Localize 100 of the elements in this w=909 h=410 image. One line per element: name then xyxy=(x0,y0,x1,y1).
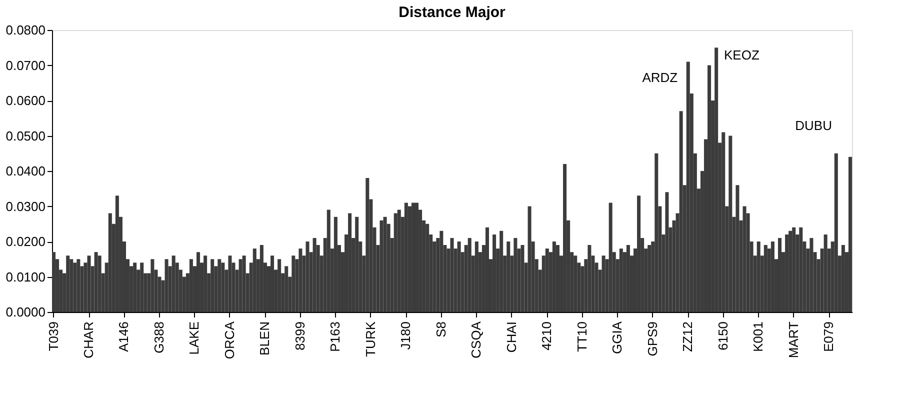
bar xyxy=(654,153,658,312)
annotation: KEOZ xyxy=(724,47,760,62)
x-tick-label: ORCA xyxy=(222,321,237,360)
x-tick-label: S8 xyxy=(433,322,448,338)
bar xyxy=(196,252,200,312)
x-tick-label: CSQA xyxy=(468,321,484,358)
bar xyxy=(394,213,398,312)
x-tick-label: ZZ12 xyxy=(680,322,696,352)
x-tick-label: A146 xyxy=(116,322,132,352)
bar xyxy=(450,238,454,312)
bar xyxy=(108,213,112,312)
bar xyxy=(189,259,193,312)
bar xyxy=(742,206,746,312)
bar xyxy=(298,248,302,312)
y-tick-label: 0.0500 xyxy=(6,128,46,144)
bar xyxy=(210,259,214,312)
bar xyxy=(52,252,56,312)
bar xyxy=(355,216,359,312)
bar xyxy=(278,259,282,312)
chart-title: Distance Major xyxy=(398,4,506,21)
bar xyxy=(728,136,732,312)
bar xyxy=(686,62,690,312)
bar xyxy=(520,245,524,312)
bar xyxy=(792,227,796,312)
bar xyxy=(98,256,102,312)
bar xyxy=(485,227,490,312)
bar xyxy=(397,210,401,312)
bar xyxy=(778,238,782,312)
bar xyxy=(70,259,74,312)
x-tick-label: G388 xyxy=(151,322,166,354)
bar xyxy=(383,216,387,312)
bar xyxy=(204,256,208,312)
bar xyxy=(492,234,496,312)
bar xyxy=(764,245,768,312)
bar xyxy=(284,266,288,312)
y-tick-label: 0.0700 xyxy=(6,58,46,73)
bar xyxy=(326,210,330,312)
x-tick-label: T039 xyxy=(46,322,61,352)
x-tick-label: CHAI xyxy=(504,322,519,353)
bar xyxy=(66,256,70,312)
y-tick-label: 0.0400 xyxy=(6,164,46,178)
bar xyxy=(150,259,154,312)
bar xyxy=(824,234,828,312)
bar xyxy=(468,238,472,312)
bar xyxy=(648,245,652,312)
bar xyxy=(714,48,718,312)
bar xyxy=(218,259,222,312)
annotation: ARDZ xyxy=(642,70,678,85)
x-tick-label: GPS9 xyxy=(644,322,660,356)
bar xyxy=(242,256,246,312)
bar xyxy=(665,192,669,312)
bar xyxy=(366,178,370,312)
x-tick-label: TT10 xyxy=(574,322,590,352)
bar xyxy=(440,230,444,312)
bar xyxy=(756,242,760,312)
bar xyxy=(228,256,232,312)
annotation: DUBU xyxy=(795,118,832,133)
bar xyxy=(799,227,803,312)
x-tick-label: J180 xyxy=(398,322,414,350)
x-tick-label: CHAR xyxy=(81,322,96,358)
bar xyxy=(172,256,176,312)
bar xyxy=(238,259,242,312)
bar xyxy=(252,248,256,312)
x-tick-label: E079 xyxy=(821,322,836,352)
bar xyxy=(810,238,814,312)
bar xyxy=(94,252,98,312)
y-tick-label: 0.0100 xyxy=(6,269,46,284)
bar xyxy=(164,259,168,312)
x-tick-label: 8399 xyxy=(292,322,308,350)
bar xyxy=(722,132,726,312)
x-tick-label: MART xyxy=(786,321,801,358)
bar xyxy=(260,245,264,312)
x-tick-label: P163 xyxy=(328,322,343,352)
bar xyxy=(306,242,310,312)
bar xyxy=(514,238,518,312)
y-tick-label: 0.0300 xyxy=(6,198,46,214)
bar xyxy=(608,202,612,312)
bar xyxy=(528,206,532,312)
y-tick-label: 0.0000 xyxy=(6,304,46,320)
bar xyxy=(87,256,91,312)
bar xyxy=(563,164,567,312)
y-tick-label: 0.0800 xyxy=(6,22,46,38)
bar xyxy=(140,262,144,312)
x-tick-label: 6150 xyxy=(715,322,730,350)
bar xyxy=(73,262,77,312)
x-tick-label: LAKE xyxy=(186,321,202,355)
x-tick-label: GGIA xyxy=(610,321,625,354)
bar xyxy=(708,65,712,312)
bar xyxy=(221,262,225,312)
bar xyxy=(292,256,296,312)
bar xyxy=(76,259,80,312)
x-tick-label: TURK xyxy=(362,321,378,357)
bar xyxy=(334,216,338,312)
bar xyxy=(380,220,384,312)
y-tick-label: 0.0200 xyxy=(6,234,46,249)
bar xyxy=(602,256,606,312)
bar xyxy=(500,230,504,312)
bar xyxy=(312,238,316,312)
bar xyxy=(545,248,549,312)
y-tick-label: 0.0600 xyxy=(6,93,46,108)
